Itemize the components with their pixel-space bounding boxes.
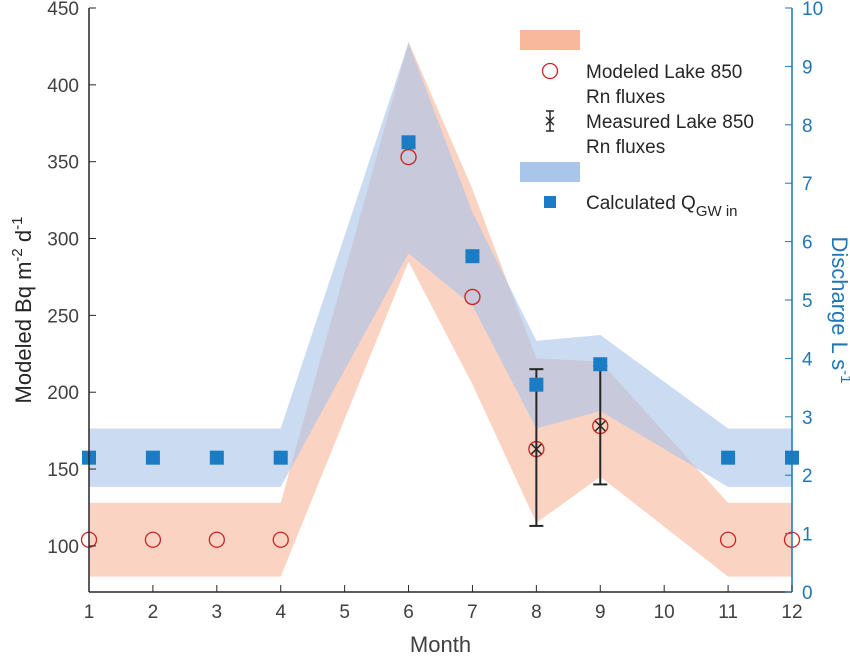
legend-discharge-band-swatch: [520, 162, 580, 182]
y-right-axis-label: Discharge L s-1: [827, 236, 850, 383]
x-tick-label: 11: [718, 602, 738, 623]
legend-flux-band-swatch: [520, 30, 580, 50]
y-right-tick-label: 6: [802, 233, 813, 254]
marker-layer: [80, 135, 801, 548]
y-left-tick-label: 450: [47, 0, 79, 20]
y-left-tick-label: 300: [47, 230, 79, 251]
y-left-tick-label: 100: [47, 537, 79, 558]
x-tick-label: 4: [275, 602, 286, 623]
y-right-tick-label: 0: [802, 583, 813, 604]
y-right-tick-label: 3: [802, 408, 813, 429]
x-tick-label: 1: [84, 602, 95, 623]
y-right-tick-label: 2: [802, 466, 813, 487]
y-left-label-text: Modeled Bq m: [11, 262, 36, 404]
legend-label: Calculated QGW in: [586, 193, 738, 220]
y-left-axis-label: Modeled Bq m-2 d-1: [9, 217, 36, 404]
calculated-discharge-point: [145, 450, 160, 465]
x-axis-label: Month: [410, 632, 471, 656]
legend-label: Modeled Lake 850: [586, 62, 742, 83]
x-tick-label: 10: [654, 602, 675, 623]
legend-circle-marker: [541, 62, 559, 80]
y-left-tick-label: 250: [47, 306, 79, 327]
x-tick-label: 2: [148, 602, 159, 623]
y-right-tick-label: 1: [802, 525, 813, 546]
y-left-tick-label: 150: [47, 460, 79, 481]
y-right-tick-label: 5: [802, 291, 813, 312]
x-tick-label: 9: [595, 602, 606, 623]
measured-flux-x-mark: [530, 443, 542, 455]
modeled-flux-point: [719, 531, 737, 548]
y-left-tick-label: 400: [47, 76, 79, 97]
calculated-discharge-point: [593, 357, 608, 372]
discharge-band: [89, 43, 792, 487]
calculated-discharge-point: [209, 450, 224, 465]
x-tick-label: 3: [212, 602, 223, 623]
legend-label: Rn fluxes: [586, 87, 665, 108]
y-left-tick-label: 200: [47, 383, 79, 404]
modeled-flux-point: [144, 531, 162, 548]
x-tick-label: 5: [339, 602, 350, 623]
y-left-label-sup: -2: [9, 248, 26, 261]
y-right-tick-label: 8: [802, 116, 813, 137]
x-tick-label: 6: [403, 602, 414, 623]
calculated-discharge-point: [465, 249, 480, 264]
legend-x-mark: [545, 116, 555, 126]
y-right-label-text: Discharge L s: [827, 236, 850, 370]
modeled-flux-point: [400, 148, 417, 166]
y-left-label-sup: -1: [9, 217, 26, 230]
x-tick-label: 7: [467, 602, 478, 623]
legend-label: Rn fluxes: [586, 137, 665, 158]
y-left-tick-label: 350: [47, 153, 79, 174]
x-tick-label: 12: [781, 602, 802, 623]
axes-layer: 1 2 3 4 5 6 7 8 9 10 11 121001502002503003504004500…: [9, 0, 850, 656]
modeled-flux-point: [208, 531, 225, 548]
y-right-tick-label: 7: [802, 174, 813, 195]
x-tick-label: 8: [531, 602, 542, 623]
y-right-label-sup: -1: [837, 370, 850, 383]
y-right-tick-label: 9: [802, 57, 813, 78]
legend: Modeled Lake 850 Rn fluxes Measured Lake 8…: [520, 30, 754, 220]
y-left-label-text: d: [11, 230, 36, 248]
measured-flux-x-mark: [594, 420, 606, 432]
calculated-discharge-point: [529, 377, 544, 392]
legend-label-subscript: GW in: [696, 203, 738, 220]
y-right-tick-label: 4: [802, 349, 813, 370]
measured-flux-errorbar: [529, 368, 544, 527]
calculated-discharge-point: [721, 450, 736, 465]
legend-square-marker: [544, 196, 556, 208]
flux-band: [89, 41, 792, 577]
band-layer: [89, 41, 792, 577]
legend-label: Measured Lake 850: [586, 112, 754, 133]
modeled-flux-point: [272, 531, 289, 548]
calculated-discharge-point: [273, 450, 288, 465]
modeled-flux-point: [464, 288, 481, 306]
calculated-discharge-point: [401, 135, 416, 150]
y-right-tick-label: 10: [802, 0, 823, 20]
